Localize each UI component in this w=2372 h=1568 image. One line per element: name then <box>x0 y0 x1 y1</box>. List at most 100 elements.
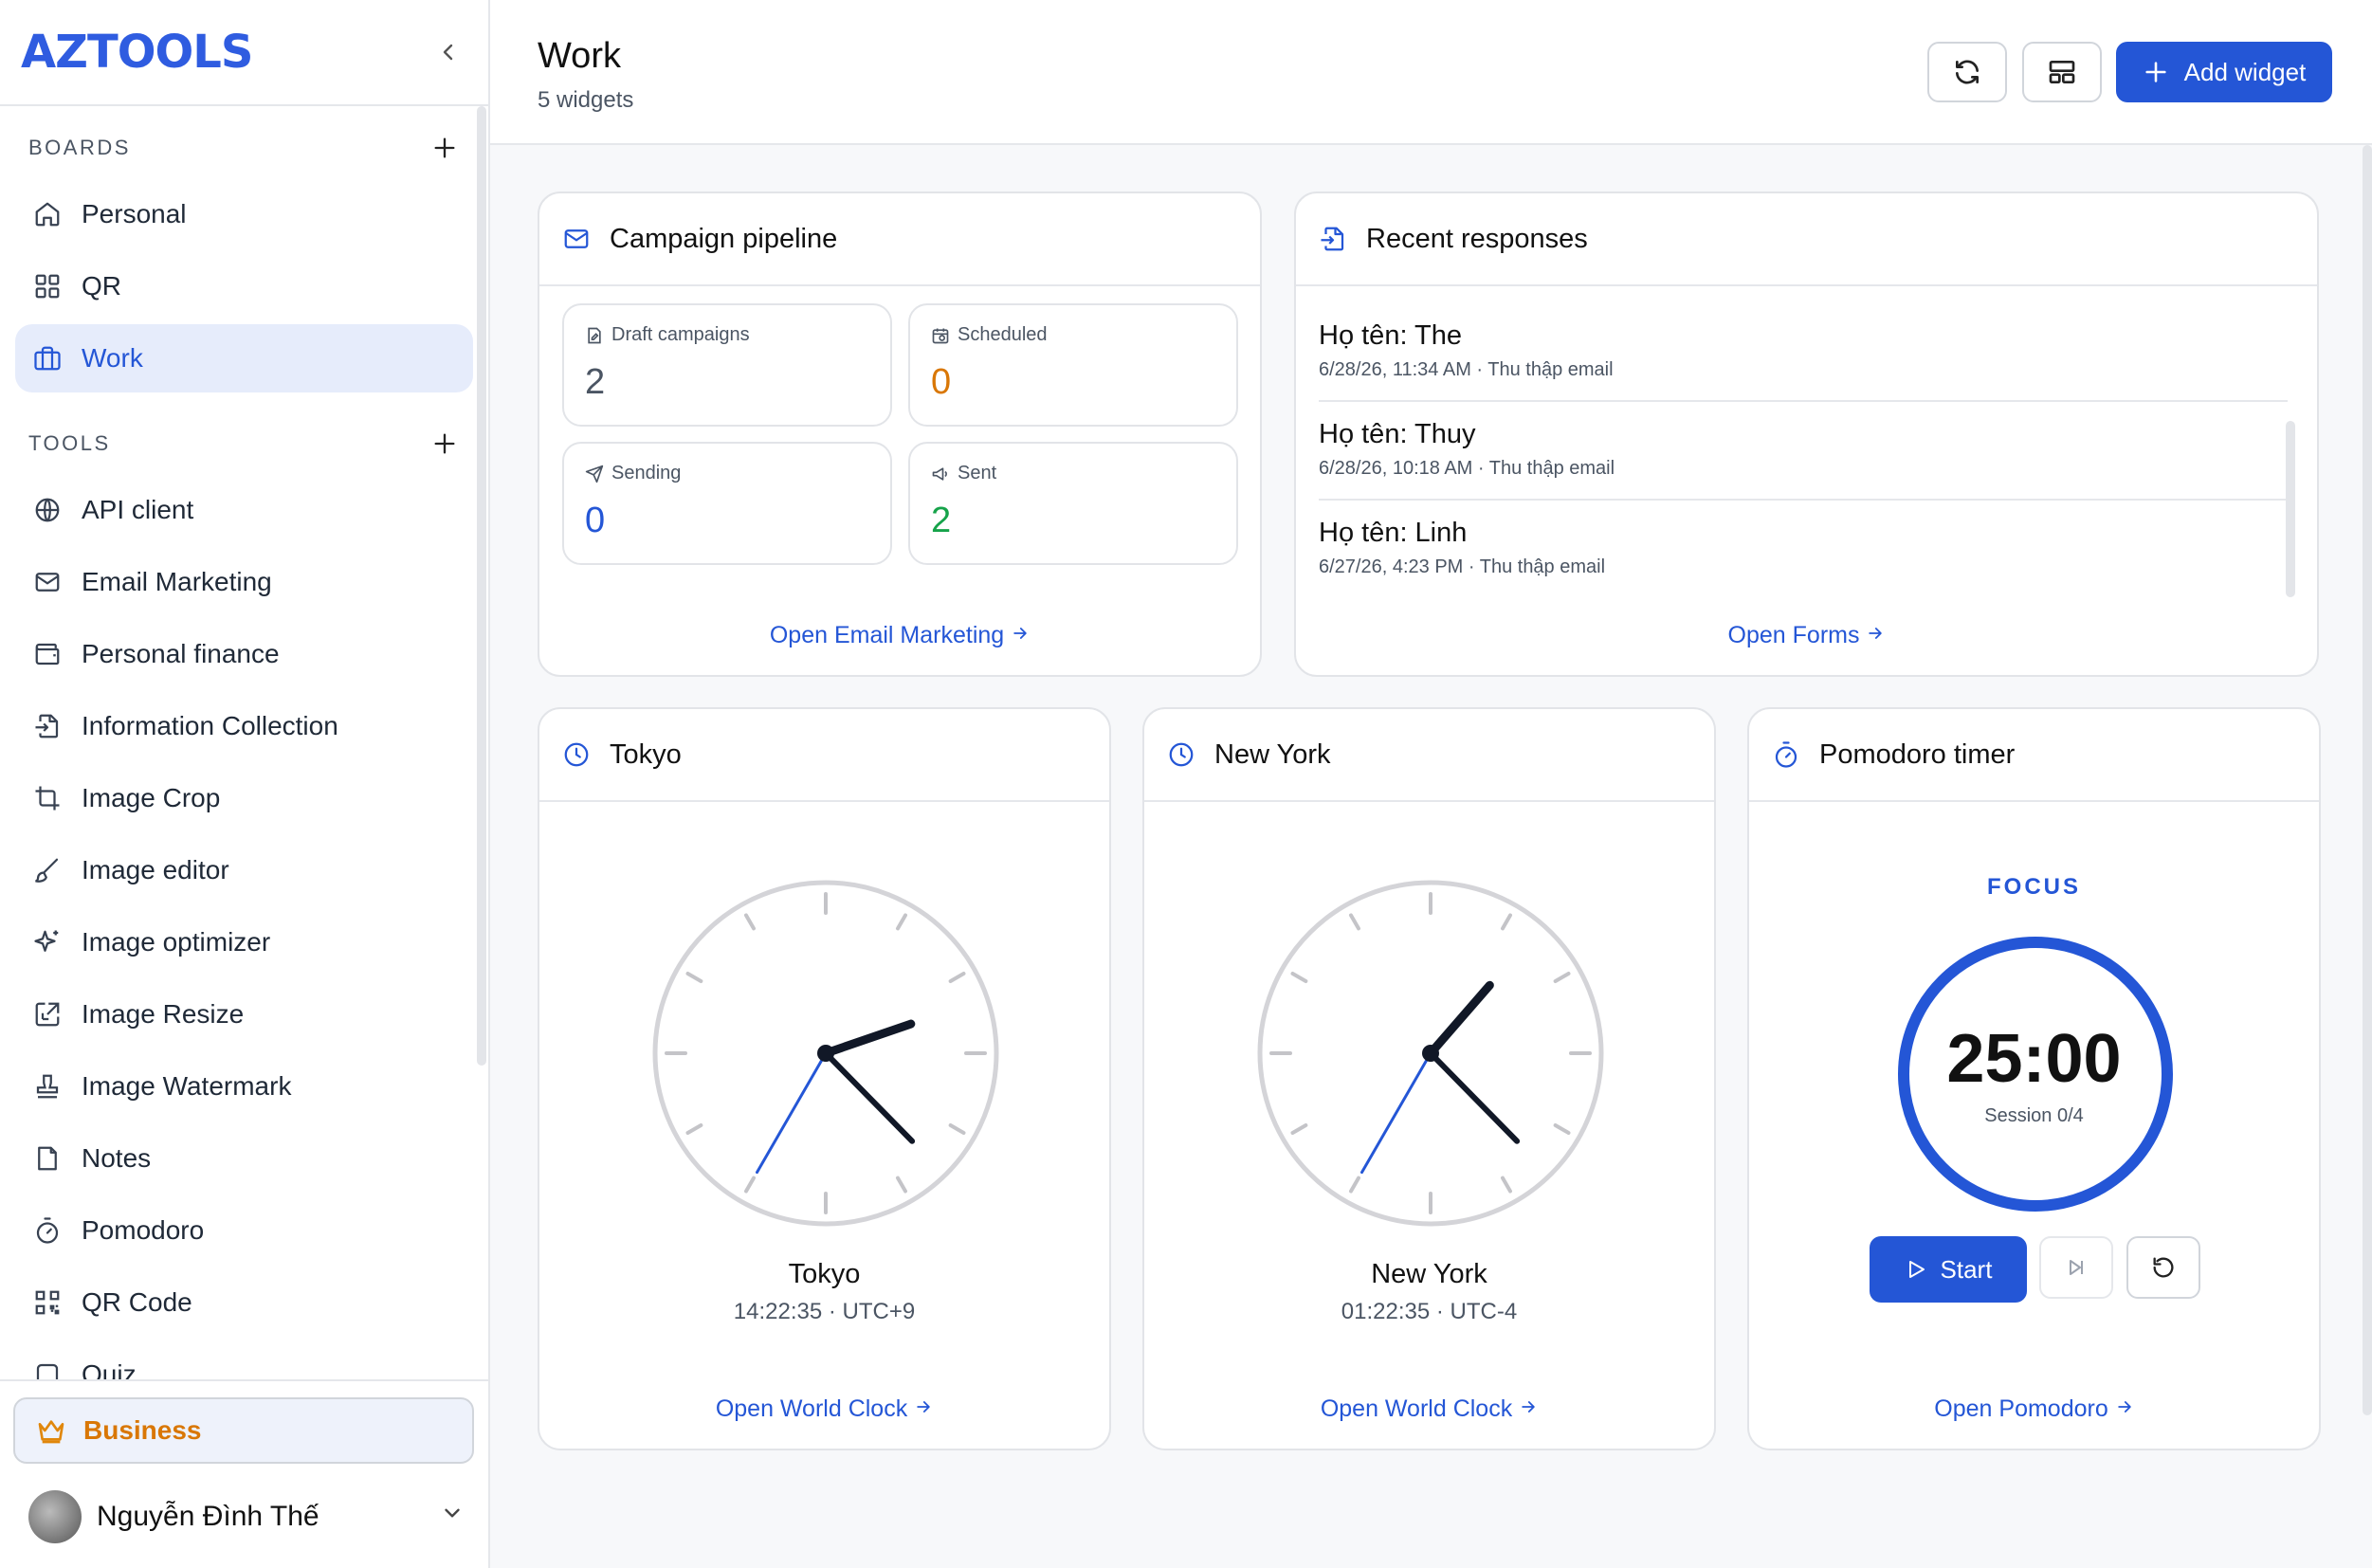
minute-hand <box>823 1050 916 1144</box>
minute-hand <box>1428 1050 1521 1144</box>
sidebar-scrollbar[interactable] <box>477 106 486 1066</box>
sidebar-item-image-editor[interactable]: Image editor <box>15 836 473 904</box>
sidebar-item-information-collection[interactable]: Information Collection <box>15 692 473 760</box>
add-tool-button[interactable] <box>429 428 460 459</box>
megaphone-icon <box>932 466 947 481</box>
hour-tick <box>896 913 907 931</box>
plus-icon <box>434 137 455 158</box>
add-widget-label: Add widget <box>2183 57 2307 86</box>
hour-tick <box>896 1176 907 1194</box>
add-widget-button[interactable]: Add widget <box>2116 42 2332 102</box>
user-menu[interactable]: Nguyễn Đình Thế <box>28 1488 465 1545</box>
open-email-marketing-link[interactable]: Open Email Marketing <box>539 622 1260 649</box>
arrow-right-icon <box>1011 622 1030 649</box>
refresh-button[interactable] <box>1927 42 2007 102</box>
responses-scrollbar[interactable] <box>2286 421 2295 597</box>
open-world-clock-link[interactable]: Open World Clock <box>539 1395 1109 1423</box>
sidebar-item-label: Image editor <box>82 855 229 884</box>
open-world-clock-link[interactable]: Open World Clock <box>1144 1395 1714 1423</box>
sidebar-item-image-optimizer[interactable]: Image optimizer <box>15 908 473 976</box>
sidebar-item-qr[interactable]: QR <box>15 252 473 320</box>
file-input-icon <box>1319 224 1349 254</box>
response-title: Họ tên: Thuy <box>1319 419 1476 449</box>
mail-icon <box>32 567 63 597</box>
hour-tick <box>1553 972 1571 983</box>
stat-value: 0 <box>931 362 952 402</box>
app-logo[interactable]: AZTOOLS <box>21 26 253 79</box>
collapse-sidebar-button[interactable] <box>429 33 467 71</box>
stat-value: 2 <box>585 362 606 402</box>
skip-button[interactable] <box>2039 1236 2113 1299</box>
sidebar-item-pomodoro[interactable]: Pomodoro <box>15 1196 473 1265</box>
clock-center <box>1422 1045 1439 1062</box>
grid-icon <box>32 271 63 301</box>
sidebar-item-quiz[interactable]: Quiz <box>15 1340 473 1379</box>
send-icon <box>585 465 604 483</box>
sidebar-item-label: QR Code <box>82 1287 192 1317</box>
layout-button[interactable] <box>2022 42 2102 102</box>
note-icon <box>32 1143 63 1174</box>
tokyo-clock-widget: Tokyo Tokyo 14:22:35 · UTC+9 Open World … <box>538 707 1111 1450</box>
link-label: Open Pomodoro <box>1934 1395 2108 1422</box>
sidebar-item-work[interactable]: Work <box>15 324 473 392</box>
response-title: Họ tên: The <box>1319 320 1463 351</box>
widget-title: New York <box>1214 738 1331 770</box>
sidebar-item-personal-finance[interactable]: Personal finance <box>15 620 473 688</box>
hour-tick <box>948 1123 966 1135</box>
sidebar-item-image-watermark[interactable]: Image Watermark <box>15 1052 473 1121</box>
response-item[interactable]: Họ tên: The 6/28/26, 11:34 AM · Thu thập… <box>1319 320 2288 419</box>
sidebar-item-email-marketing[interactable]: Email Marketing <box>15 548 473 616</box>
wallet-icon <box>32 639 63 669</box>
second-hand <box>756 1051 828 1175</box>
response-item[interactable]: Họ tên: Thuy 6/28/26, 10:18 AM · Thu thậ… <box>1319 419 2288 518</box>
response-meta: 6/28/26, 10:18 AM · Thu thập email <box>1319 458 1615 479</box>
briefcase-icon <box>32 343 63 374</box>
response-meta: 6/27/26, 4:23 PM · Thu thập email <box>1319 556 1606 577</box>
sidebar-item-image-resize[interactable]: Image Resize <box>15 980 473 1048</box>
add-board-button[interactable] <box>429 133 460 163</box>
analog-clock <box>652 880 999 1227</box>
timer-icon <box>32 1215 63 1246</box>
quiz-icon <box>32 1359 63 1379</box>
hour-hand <box>1426 980 1494 1058</box>
hour-hand <box>821 1019 916 1058</box>
plus-icon <box>434 433 455 454</box>
sidebar-item-api-client[interactable]: API client <box>15 476 473 544</box>
sidebar-item-personal[interactable]: Personal <box>15 180 473 248</box>
hour-tick <box>1290 1123 1308 1135</box>
stat-value: 2 <box>931 501 952 540</box>
response-item[interactable]: Họ tên: Linh 6/27/26, 4:23 PM · Thu thập… <box>1319 518 2288 616</box>
open-pomodoro-link[interactable]: Open Pomodoro <box>1749 1395 2319 1423</box>
link-label: Open Email Marketing <box>769 622 1005 648</box>
widget-header: Campaign pipeline <box>539 193 1260 286</box>
hour-tick <box>744 913 756 931</box>
stamp-icon <box>32 1071 63 1102</box>
hour-tick <box>1501 1176 1512 1194</box>
user-name: Nguyễn Đình Thế <box>97 1501 319 1532</box>
start-button[interactable]: Start <box>1870 1236 2027 1303</box>
hour-tick <box>1349 1176 1360 1194</box>
hour-tick <box>685 1123 703 1135</box>
globe-icon <box>32 495 63 525</box>
sidebar-scroll-area[interactable]: BOARDS Personal QR Work TOOLS API client <box>0 106 488 1379</box>
timer-display: 25:00 <box>1946 1021 2122 1097</box>
stat-label: Sending <box>611 463 682 483</box>
sidebar-item-notes[interactable]: Notes <box>15 1124 473 1193</box>
sidebar-item-qr-code[interactable]: QR Code <box>15 1268 473 1337</box>
reset-button[interactable] <box>2126 1236 2200 1299</box>
logo-row: AZTOOLS <box>0 0 488 106</box>
main-scrollbar[interactable] <box>2363 145 2372 1415</box>
response-meta: 6/28/26, 11:34 AM · Thu thập email <box>1319 359 1614 380</box>
business-button[interactable]: Business <box>13 1397 474 1464</box>
stat-label: Draft campaigns <box>611 324 750 345</box>
widget-header: Pomodoro timer <box>1749 709 2319 802</box>
sidebar-item-label: Image optimizer <box>82 927 271 957</box>
file-input-icon <box>32 711 63 741</box>
analog-clock <box>1257 880 1604 1227</box>
open-forms-link[interactable]: Open Forms <box>1296 622 2317 649</box>
widget-header: Tokyo <box>539 709 1109 802</box>
arrow-right-icon <box>2115 1395 2134 1423</box>
sidebar-item-image-crop[interactable]: Image Crop <box>15 764 473 832</box>
tools-label: TOOLS <box>28 431 111 455</box>
skip-forward-icon <box>2070 1260 2083 1275</box>
